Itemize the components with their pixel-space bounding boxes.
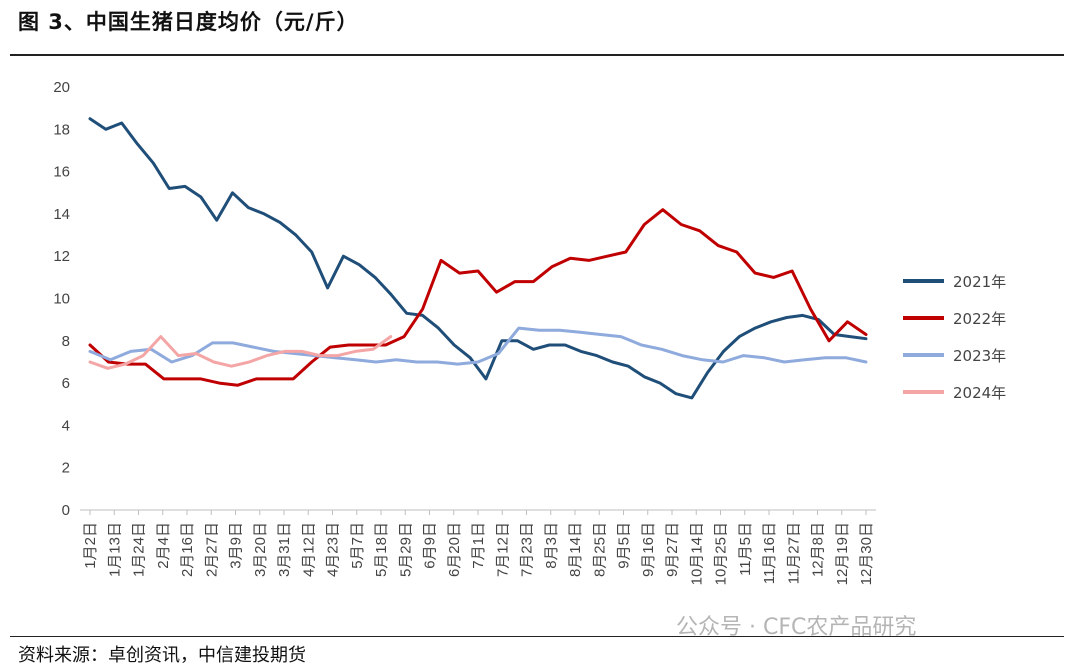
y-tick-label: 4 [62, 417, 70, 434]
x-tick-label: 9月27日 [664, 522, 681, 577]
y-tick-label: 2 [62, 460, 70, 477]
x-tick-label: 11月16日 [761, 522, 778, 584]
x-tick-label: 2月16日 [179, 522, 196, 577]
x-tick-label: 3月31日 [276, 522, 293, 577]
x-tick-label: 12月8日 [810, 522, 827, 577]
legend-label: 2021年 [953, 273, 1006, 291]
y-tick-label: 10 [53, 291, 70, 308]
top-rule [10, 54, 1064, 56]
series-line-2024年 [88, 335, 393, 370]
x-tick-label: 6月20日 [446, 522, 463, 577]
x-tick-label: 4月23日 [325, 522, 342, 577]
x-tick-label: 5月29日 [397, 522, 414, 577]
x-tick-label: 7月1日 [470, 522, 487, 569]
x-tick-label: 1月13日 [106, 522, 123, 577]
x-tick-label: 1月2日 [82, 522, 99, 569]
chart-title: 图 3、中国生猪日度均价（元/斤） [18, 10, 359, 34]
legend-label: 2023年 [953, 347, 1006, 365]
x-tick-label: 10月14日 [688, 522, 705, 585]
x-tick-label: 1月24日 [131, 522, 148, 577]
x-tick-label: 3月20日 [252, 522, 269, 577]
y-tick-label: 16 [53, 164, 70, 181]
y-tick-label: 6 [62, 375, 70, 392]
y-tick-label: 20 [53, 79, 70, 96]
line-chart: 0 2 4 6 8 10 12 14 16 18 20 1月2日 1月13日 1月24日 2月4日 2月16… [53, 79, 1006, 585]
bottom-rule [10, 636, 1064, 637]
legend: 2021年 2022年 2023年 2024年 [903, 273, 1006, 402]
x-tick-label: 4月12日 [300, 522, 317, 577]
x-axis: 1月2日 1月13日 1月24日 2月4日 2月16日 2月27日 3月9日 3月20日 3月3… [80, 509, 876, 585]
x-tick-label: 8月25日 [591, 522, 608, 577]
x-tick-label: 9月5日 [616, 522, 633, 569]
x-tick-label: 2月27日 [203, 522, 220, 577]
x-tick-label: 5月18日 [373, 522, 390, 577]
y-tick-label: 12 [53, 248, 70, 265]
x-tick-label: 11月27日 [785, 522, 802, 584]
series-line-2021年 [88, 117, 868, 400]
x-tick-label: 9月16日 [640, 522, 657, 577]
series-line-2023年 [88, 326, 868, 366]
series-line-2022年 [88, 208, 868, 387]
legend-label: 2022年 [953, 310, 1006, 328]
x-tick-label: 10月25日 [713, 522, 730, 585]
x-tick-label: 7月12日 [494, 522, 511, 577]
x-tick-label: 12月30日 [858, 522, 875, 585]
y-tick-label: 8 [62, 333, 70, 350]
y-axis: 0 2 4 6 8 10 12 14 16 18 20 [53, 79, 70, 519]
x-tick-label: 6月9日 [422, 522, 439, 569]
series-lines [88, 117, 868, 400]
x-tick-label: 3月9日 [228, 522, 245, 569]
x-tick-label: 8月14日 [567, 522, 584, 577]
x-tick-label: 11月5日 [737, 522, 754, 576]
x-tick-label: 7月23日 [519, 522, 536, 577]
x-tick-label: 5月7日 [349, 522, 366, 569]
y-tick-label: 14 [53, 206, 70, 223]
x-tick-label: 8月3日 [543, 522, 560, 569]
y-tick-label: 0 [62, 502, 70, 519]
x-tick-label: 2月4日 [155, 522, 172, 569]
legend-label: 2024年 [953, 384, 1006, 402]
watermark-text: 公众号 · CFC农产品研究 [676, 615, 917, 640]
source-note: 资料来源：卓创资讯，中信建投期货 [18, 645, 306, 666]
x-tick-label: 12月19日 [834, 522, 851, 585]
y-tick-label: 18 [53, 121, 70, 138]
